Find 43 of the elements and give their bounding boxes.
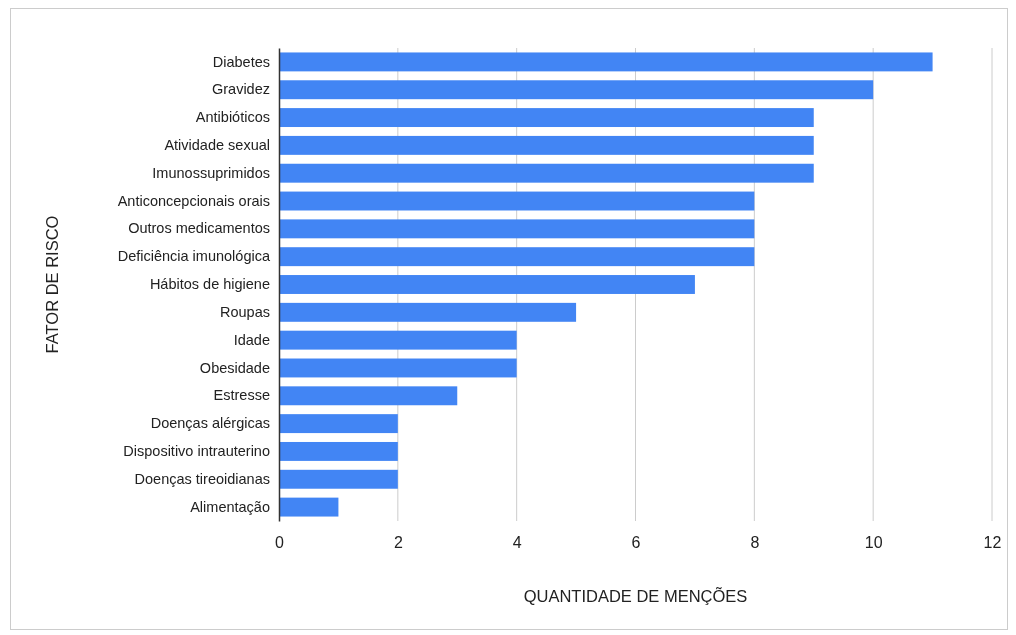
bar [279, 135, 814, 155]
x-tick-label: 8 [750, 534, 760, 552]
bar [279, 247, 755, 267]
bar [279, 469, 398, 489]
y-tick-label: Roupas [220, 303, 270, 320]
bar [279, 80, 874, 100]
y-tick-label: Outros medicamentos [128, 220, 270, 237]
bar [279, 330, 517, 350]
y-tick-label: Atividade sexual [164, 137, 270, 154]
y-tick-label: Doenças tireoidianas [134, 470, 270, 487]
bar [279, 219, 755, 239]
bar [279, 163, 814, 183]
y-tick-label: Doenças alérgicas [150, 415, 270, 432]
x-tick-label: 10 [864, 534, 883, 552]
bar [279, 497, 339, 517]
bar [279, 52, 933, 72]
y-tick-label: Obesidade [199, 359, 270, 376]
y-tick-label: Antibióticos [195, 109, 270, 126]
bar [279, 441, 398, 461]
x-tick-label: 2 [393, 534, 403, 552]
bar [279, 191, 755, 211]
y-tick-label: Idade [233, 331, 270, 348]
y-tick-label: Estresse [213, 387, 270, 404]
y-tick-label: Dispositivo intrauterino [123, 443, 270, 460]
bar [279, 414, 398, 434]
y-tick-label: Alimentação [190, 498, 270, 515]
x-axis-title: QUANTIDADE DE MENÇÕES [523, 586, 748, 605]
y-tick-label: Anticoncepcionais orais [117, 192, 270, 209]
bar [279, 386, 458, 406]
y-tick-label: Imunossuprimidos [152, 164, 270, 181]
y-axis-title: FATOR DE RISCO [43, 215, 61, 354]
x-tick-label: 4 [512, 534, 522, 552]
x-tick-label: 6 [631, 534, 641, 552]
x-tick-label: 12 [983, 534, 1002, 552]
bar [279, 108, 814, 128]
bar [279, 302, 577, 322]
bar [279, 358, 517, 378]
y-tick-label: Gravidez [211, 81, 270, 98]
y-tick-label: Hábitos de higiene [149, 276, 270, 293]
x-tick-label: 0 [275, 534, 285, 552]
y-tick-label: Deficiência imunológica [117, 248, 271, 265]
bar [279, 275, 695, 294]
y-tick-label: Diabetes [212, 53, 270, 70]
